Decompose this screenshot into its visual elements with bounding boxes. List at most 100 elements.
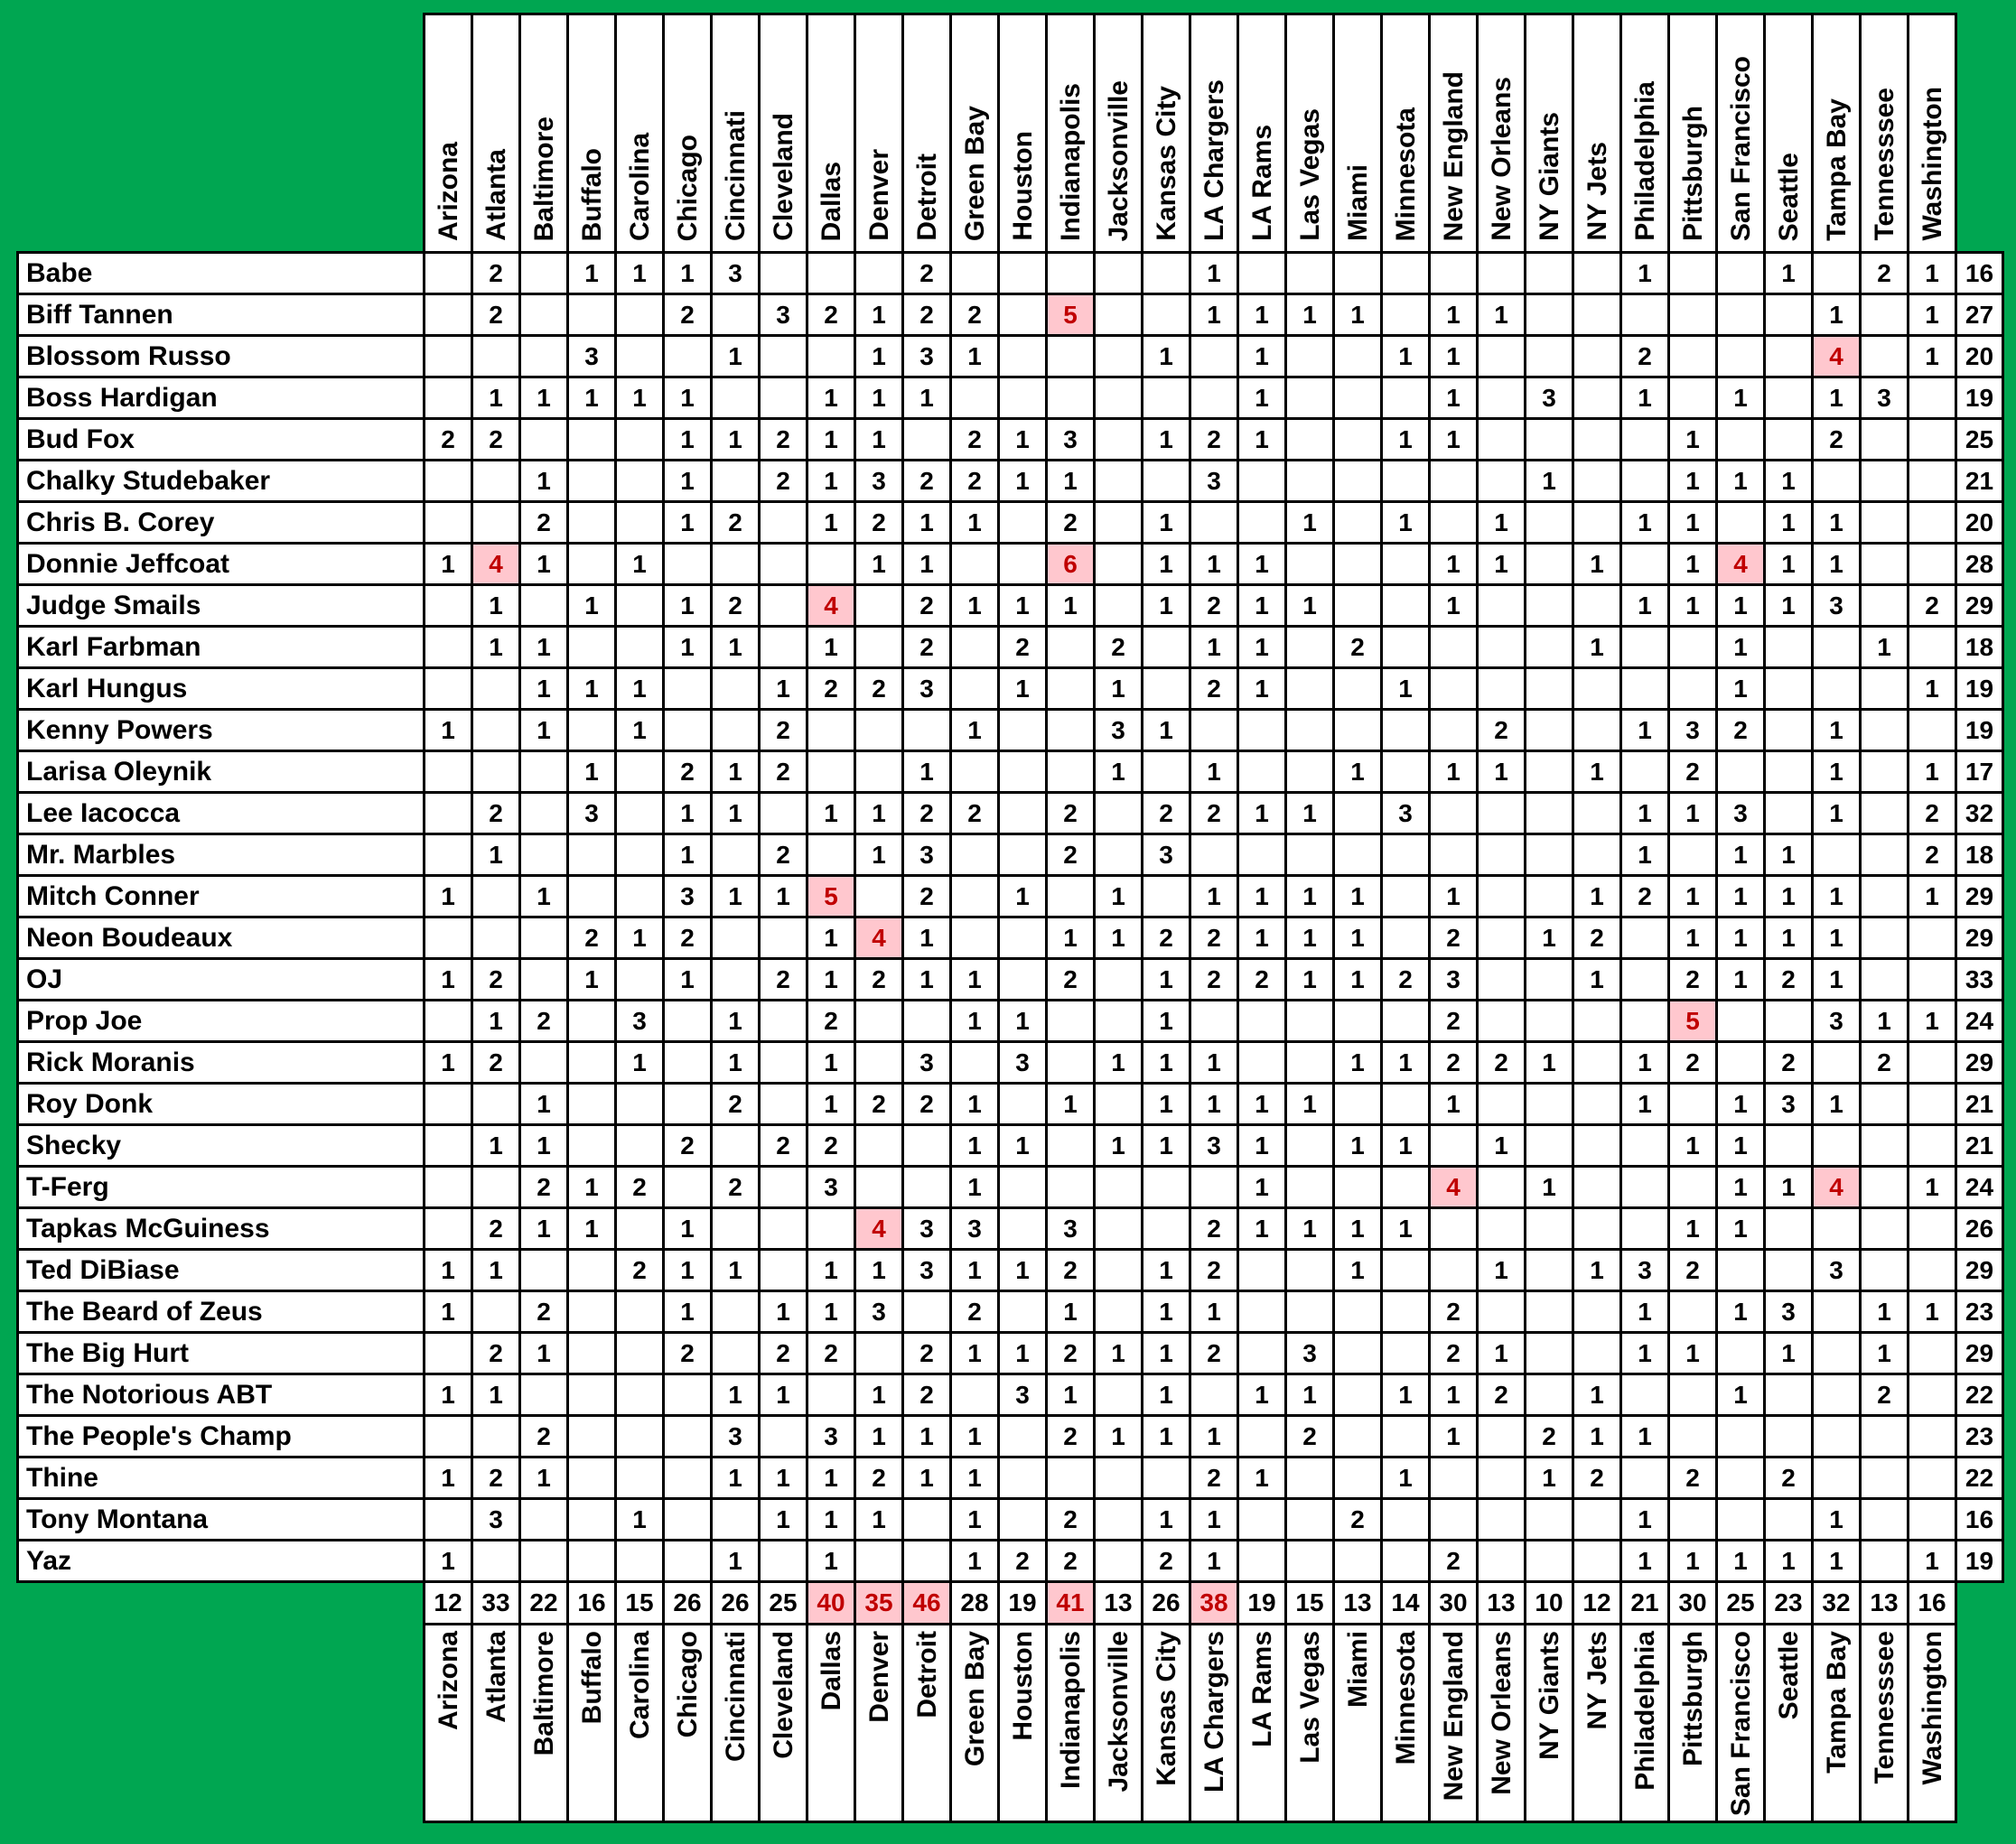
row-total-cell[interactable]: 33: [1955, 957, 2004, 1001]
matrix-cell[interactable]: 2: [1189, 1456, 1239, 1500]
matrix-cell[interactable]: 1: [758, 1290, 808, 1334]
matrix-cell[interactable]: [1284, 251, 1335, 295]
matrix-cell[interactable]: [1189, 1165, 1239, 1209]
matrix-cell[interactable]: 1: [518, 666, 569, 711]
matrix-cell[interactable]: [949, 874, 1000, 918]
matrix-cell[interactable]: [710, 1123, 761, 1168]
matrix-cell[interactable]: [1763, 334, 1814, 378]
matrix-cell[interactable]: 1: [949, 1539, 1000, 1583]
matrix-cell[interactable]: 1: [1045, 1290, 1096, 1334]
matrix-cell[interactable]: [471, 500, 521, 545]
matrix-cell[interactable]: 1: [710, 1248, 761, 1292]
matrix-cell[interactable]: 2: [1045, 1539, 1096, 1583]
matrix-cell[interactable]: [1045, 625, 1096, 669]
matrix-cell[interactable]: 1: [566, 583, 617, 628]
matrix-cell[interactable]: 3: [710, 1414, 761, 1458]
matrix-cell[interactable]: [1332, 1082, 1383, 1126]
matrix-cell[interactable]: [1428, 251, 1479, 295]
matrix-cell[interactable]: 1: [1763, 251, 1814, 295]
team-footer-cell[interactable]: Arizona: [423, 1622, 473, 1824]
matrix-cell[interactable]: [758, 1040, 808, 1085]
matrix-cell[interactable]: 1: [566, 957, 617, 1001]
matrix-cell[interactable]: [1141, 251, 1191, 295]
player-name-cell[interactable]: Prop Joe: [16, 999, 425, 1043]
column-total-cell[interactable]: 41: [1045, 1580, 1096, 1625]
matrix-cell[interactable]: [1763, 1373, 1814, 1417]
player-name-cell[interactable]: Neon Boudeaux: [16, 916, 425, 960]
matrix-cell[interactable]: [566, 874, 617, 918]
row-total-cell[interactable]: 25: [1955, 417, 2004, 461]
matrix-cell[interactable]: [1284, 750, 1335, 794]
matrix-cell[interactable]: [949, 625, 1000, 669]
matrix-cell[interactable]: [1380, 625, 1431, 669]
team-footer-cell[interactable]: Tennesssee: [1859, 1622, 1909, 1824]
matrix-cell[interactable]: 2: [854, 500, 904, 545]
matrix-cell[interactable]: [1715, 251, 1766, 295]
matrix-cell[interactable]: [1332, 583, 1383, 628]
matrix-cell[interactable]: [854, 874, 904, 918]
matrix-cell[interactable]: 1: [949, 1123, 1000, 1168]
matrix-cell[interactable]: 1: [1284, 583, 1335, 628]
matrix-cell[interactable]: [1428, 1248, 1479, 1292]
matrix-cell[interactable]: [1093, 251, 1143, 295]
matrix-cell[interactable]: 1: [1380, 1373, 1431, 1417]
matrix-cell[interactable]: 1: [1715, 1206, 1766, 1251]
matrix-cell[interactable]: 1: [758, 666, 808, 711]
matrix-cell[interactable]: [423, 833, 473, 877]
matrix-cell[interactable]: 1: [1093, 750, 1143, 794]
matrix-cell[interactable]: 3: [854, 459, 904, 503]
matrix-cell[interactable]: 2: [1045, 833, 1096, 877]
matrix-cell[interactable]: 1: [1619, 251, 1670, 295]
matrix-cell[interactable]: [1284, 666, 1335, 711]
matrix-cell[interactable]: 1: [1763, 583, 1814, 628]
matrix-cell[interactable]: 2: [662, 916, 713, 960]
matrix-cell[interactable]: 2: [1189, 1248, 1239, 1292]
matrix-cell[interactable]: 1: [1237, 417, 1287, 461]
matrix-cell[interactable]: [1093, 1290, 1143, 1334]
matrix-cell[interactable]: 2: [1189, 957, 1239, 1001]
matrix-cell[interactable]: 1: [1715, 625, 1766, 669]
matrix-cell[interactable]: [518, 1248, 569, 1292]
player-name-cell[interactable]: Bud Fox: [16, 417, 425, 461]
matrix-cell[interactable]: [471, 1414, 521, 1458]
team-header-cell[interactable]: Miami: [1332, 13, 1383, 254]
matrix-cell[interactable]: 2: [566, 916, 617, 960]
matrix-cell[interactable]: [1380, 874, 1431, 918]
matrix-cell[interactable]: 1: [1380, 666, 1431, 711]
matrix-cell[interactable]: [1093, 791, 1143, 835]
matrix-cell[interactable]: [758, 500, 808, 545]
matrix-cell[interactable]: 1: [806, 1456, 856, 1500]
matrix-cell[interactable]: 1: [710, 1456, 761, 1500]
matrix-cell[interactable]: [614, 1539, 665, 1583]
matrix-cell[interactable]: [614, 417, 665, 461]
matrix-cell[interactable]: [1619, 666, 1670, 711]
matrix-cell[interactable]: 1: [1045, 1373, 1096, 1417]
matrix-cell[interactable]: 1: [1811, 1539, 1862, 1583]
matrix-cell[interactable]: 1: [423, 1248, 473, 1292]
matrix-cell[interactable]: 1: [1476, 750, 1526, 794]
matrix-cell[interactable]: [1763, 666, 1814, 711]
matrix-cell[interactable]: 2: [901, 583, 952, 628]
matrix-cell[interactable]: 1: [614, 1040, 665, 1085]
matrix-cell[interactable]: [1380, 1539, 1431, 1583]
matrix-cell[interactable]: [423, 500, 473, 545]
matrix-cell[interactable]: 1: [710, 334, 761, 378]
matrix-cell[interactable]: [1619, 1165, 1670, 1209]
matrix-cell[interactable]: [806, 334, 856, 378]
matrix-cell[interactable]: 2: [1237, 957, 1287, 1001]
team-header-cell[interactable]: Tennesssee: [1859, 13, 1909, 254]
matrix-cell[interactable]: 1: [1811, 1497, 1862, 1541]
matrix-cell[interactable]: 1: [806, 376, 856, 420]
matrix-cell[interactable]: [1859, 459, 1909, 503]
matrix-cell[interactable]: 1: [1284, 1373, 1335, 1417]
matrix-cell[interactable]: 3: [806, 1414, 856, 1458]
matrix-cell[interactable]: 1: [949, 1497, 1000, 1541]
matrix-cell[interactable]: [423, 1206, 473, 1251]
matrix-cell[interactable]: 1: [997, 1123, 1048, 1168]
matrix-cell[interactable]: 1: [1667, 874, 1718, 918]
matrix-cell[interactable]: [1619, 293, 1670, 337]
matrix-cell[interactable]: [1572, 251, 1622, 295]
matrix-cell[interactable]: [710, 459, 761, 503]
matrix-cell[interactable]: 1: [806, 1248, 856, 1292]
team-header-cell[interactable]: LA Rams: [1237, 13, 1287, 254]
